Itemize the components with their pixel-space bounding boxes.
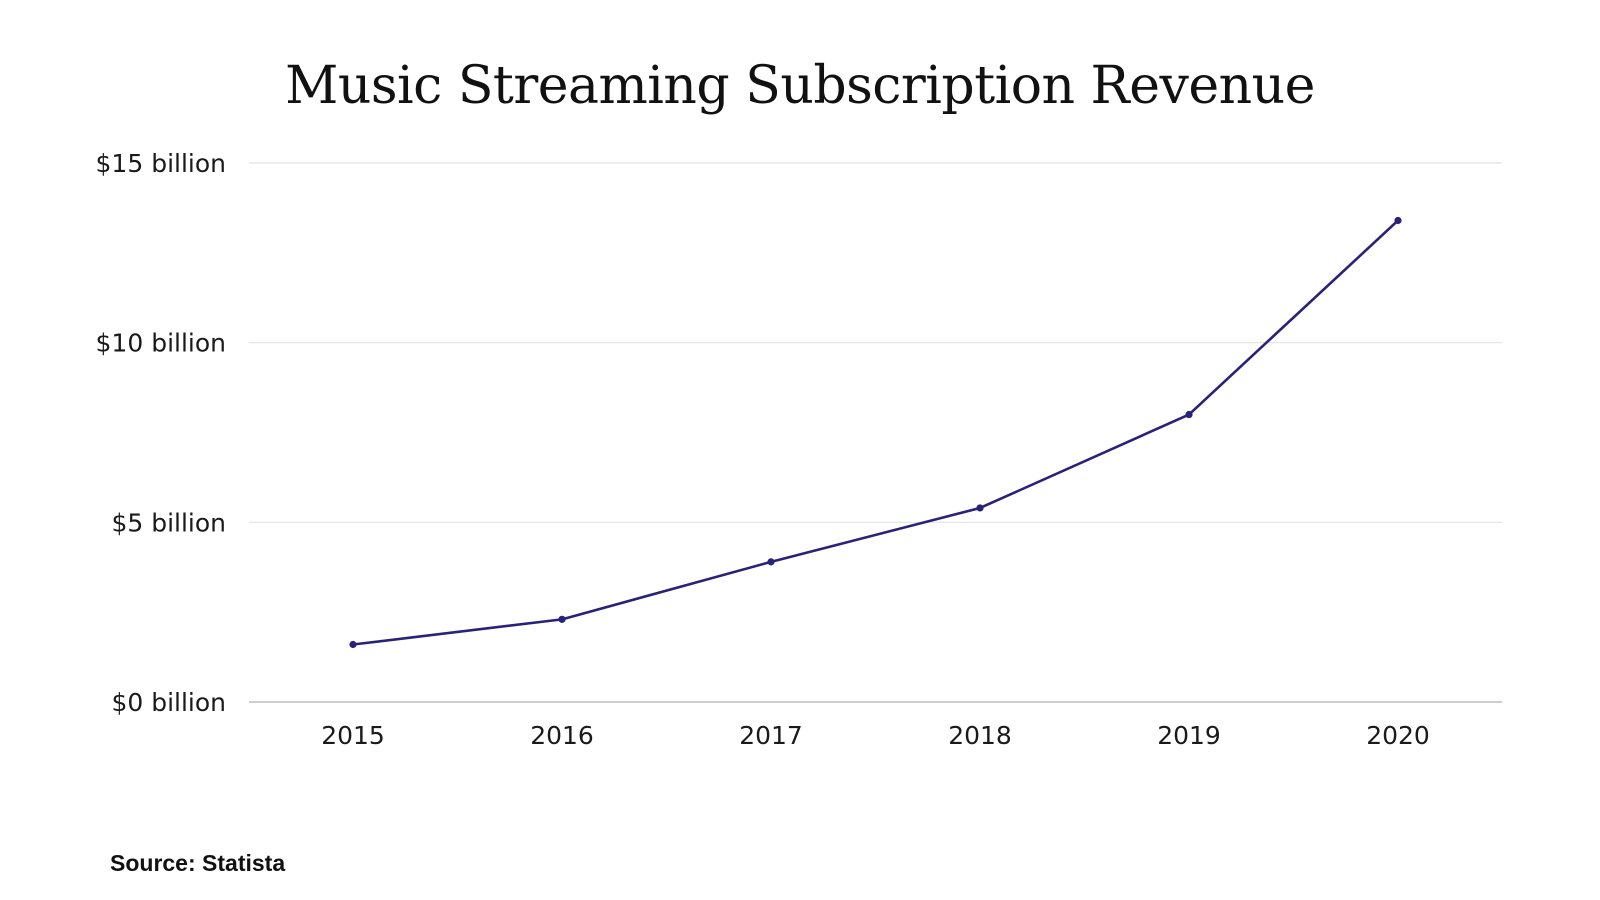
y-tick-label: $15 billion: [96, 149, 226, 178]
data-point-2017[interactable]: [767, 558, 775, 566]
x-tick-label: 2017: [739, 721, 803, 750]
x-tick-label: 2016: [530, 721, 594, 750]
y-axis-ticks: $0 billion $5 billion $10 billion $15 billi…: [96, 149, 226, 717]
y-tick-label: $5 billion: [111, 508, 226, 537]
data-point-2020[interactable]: [1394, 216, 1402, 225]
data-point-2018[interactable]: [976, 504, 984, 512]
y-tick-label: $10 billion: [96, 329, 226, 358]
series-group: [349, 216, 1402, 649]
x-tick-label: 2015: [321, 721, 385, 750]
data-point-2019[interactable]: [1185, 410, 1193, 419]
data-point-2015[interactable]: [349, 640, 357, 649]
x-tick-label: 2020: [1366, 721, 1430, 750]
series-line: [351, 219, 1400, 646]
data-point-2016[interactable]: [558, 615, 566, 623]
gridlines: [249, 162, 1502, 703]
x-tick-label: 2018: [948, 721, 1012, 750]
y-tick-label: $0 billion: [111, 688, 226, 717]
x-tick-label: 2019: [1157, 721, 1221, 750]
source-note: Source: Statista: [110, 850, 286, 876]
chart-title: Music Streaming Subscription Revenue: [285, 56, 1315, 116]
x-axis-ticks: 2015 2016 2017 2018 2019 2020: [321, 721, 1430, 750]
